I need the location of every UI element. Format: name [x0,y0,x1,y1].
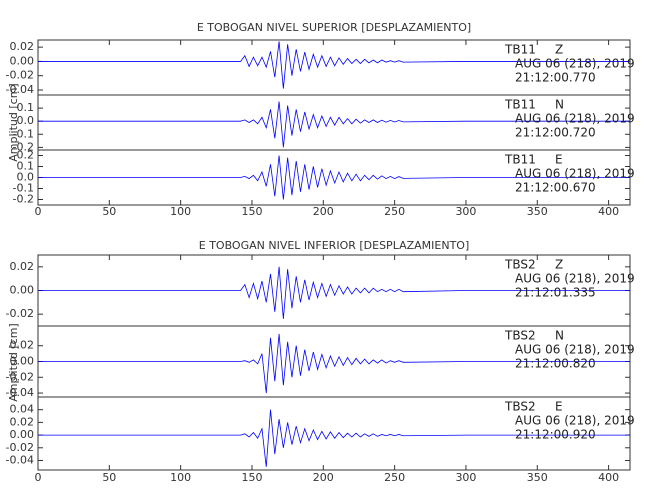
component-label: Z [555,43,563,57]
x-tick-label: 0 [35,471,42,484]
component-label: E [555,400,563,414]
date-label: AUG 06 (218), 2019 [515,343,635,357]
y-tick-label: 0.00 [10,428,35,441]
y-tick-label: 0.2 [17,149,35,162]
component-label: N [555,329,564,343]
waveform [38,41,630,89]
y-tick-label: -0.2 [13,140,34,153]
x-tick-label: 200 [313,471,334,484]
station-label: TB11 [504,153,536,167]
station-label: TBS2 [504,329,536,343]
component-label: Z [555,258,563,272]
y-tick-label: 0.02 [10,339,35,352]
waveform [38,101,630,148]
y-tick-label: -0.02 [6,307,34,320]
time-label: 21:12:00.820 [515,357,596,371]
x-tick-label: 400 [598,471,619,484]
waveform [38,155,630,200]
station-label: TB11 [504,43,536,57]
y-tick-label: -0.04 [6,453,34,466]
y-tick-label: 0.02 [10,40,35,53]
y-tick-label: 0.04 [10,403,35,416]
time-label: 21:12:01.335 [515,286,596,300]
x-tick-label: 400 [598,205,619,218]
station-label: TBS2 [504,400,536,414]
date-label: AUG 06 (218), 2019 [515,57,635,71]
y-tick-label: 0.0 [17,171,35,184]
time-label: 21:12:00.720 [515,126,596,140]
station-label: TB11 [504,98,536,112]
x-tick-label: 150 [241,205,262,218]
x-tick-label: 300 [455,205,476,218]
chart-title: E TOBOGAN NIVEL SUPERIOR [DESPLAZAMIENTO… [197,21,471,34]
y-tick-label: 0.02 [10,260,35,273]
x-tick-label: 0 [35,205,42,218]
x-tick-label: 350 [527,471,548,484]
y-tick-label: -0.02 [6,370,34,383]
time-label: 21:12:00.770 [515,71,596,85]
time-label: 21:12:00.670 [515,181,596,195]
x-tick-label: 200 [313,205,334,218]
x-tick-label: 250 [384,471,405,484]
y-tick-label: -0.1 [13,127,34,140]
x-tick-label: 350 [527,205,548,218]
x-tick-label: 50 [102,205,116,218]
station-label: TBS2 [504,258,536,272]
x-tick-label: 100 [170,471,191,484]
panel-frame [37,396,631,471]
y-tick-label: -0.02 [6,441,34,454]
chart-title: E TOBOGAN NIVEL INFERIOR [DESPLAZAMIENTO… [199,239,470,252]
waveform [38,333,630,394]
date-label: AUG 06 (218), 2019 [515,414,635,428]
date-label: AUG 06 (218), 2019 [515,167,635,181]
y-tick-label: -0.04 [6,83,34,96]
x-tick-label: 150 [241,471,262,484]
y-tick-label: 0.1 [17,160,35,173]
y-axis-label: Amplitud [cm] [7,323,20,401]
date-label: AUG 06 (218), 2019 [515,272,635,286]
y-tick-label: -0.02 [6,69,34,82]
y-axis-label: Amplitud [cm] [7,83,20,161]
y-tick-label: 0.02 [10,415,35,428]
y-tick-label: -0.2 [13,193,34,206]
x-tick-label: 300 [455,471,476,484]
y-tick-label: 0.1 [17,101,35,114]
y-tick-label: 0.00 [10,54,35,67]
y-tick-label: 0.00 [10,355,35,368]
y-tick-label: 0.00 [10,284,35,297]
date-label: AUG 06 (218), 2019 [515,112,635,126]
x-tick-label: 50 [102,471,116,484]
y-tick-label: 0.0 [17,114,35,127]
y-tick-label: -0.1 [13,182,34,195]
component-label: E [555,153,563,167]
waveform [38,409,630,467]
waveform [38,266,630,319]
x-tick-label: 100 [170,205,191,218]
component-label: N [555,98,564,112]
y-tick-label: -0.04 [6,386,34,399]
x-tick-label: 250 [384,205,405,218]
time-label: 21:12:00.920 [515,428,596,442]
